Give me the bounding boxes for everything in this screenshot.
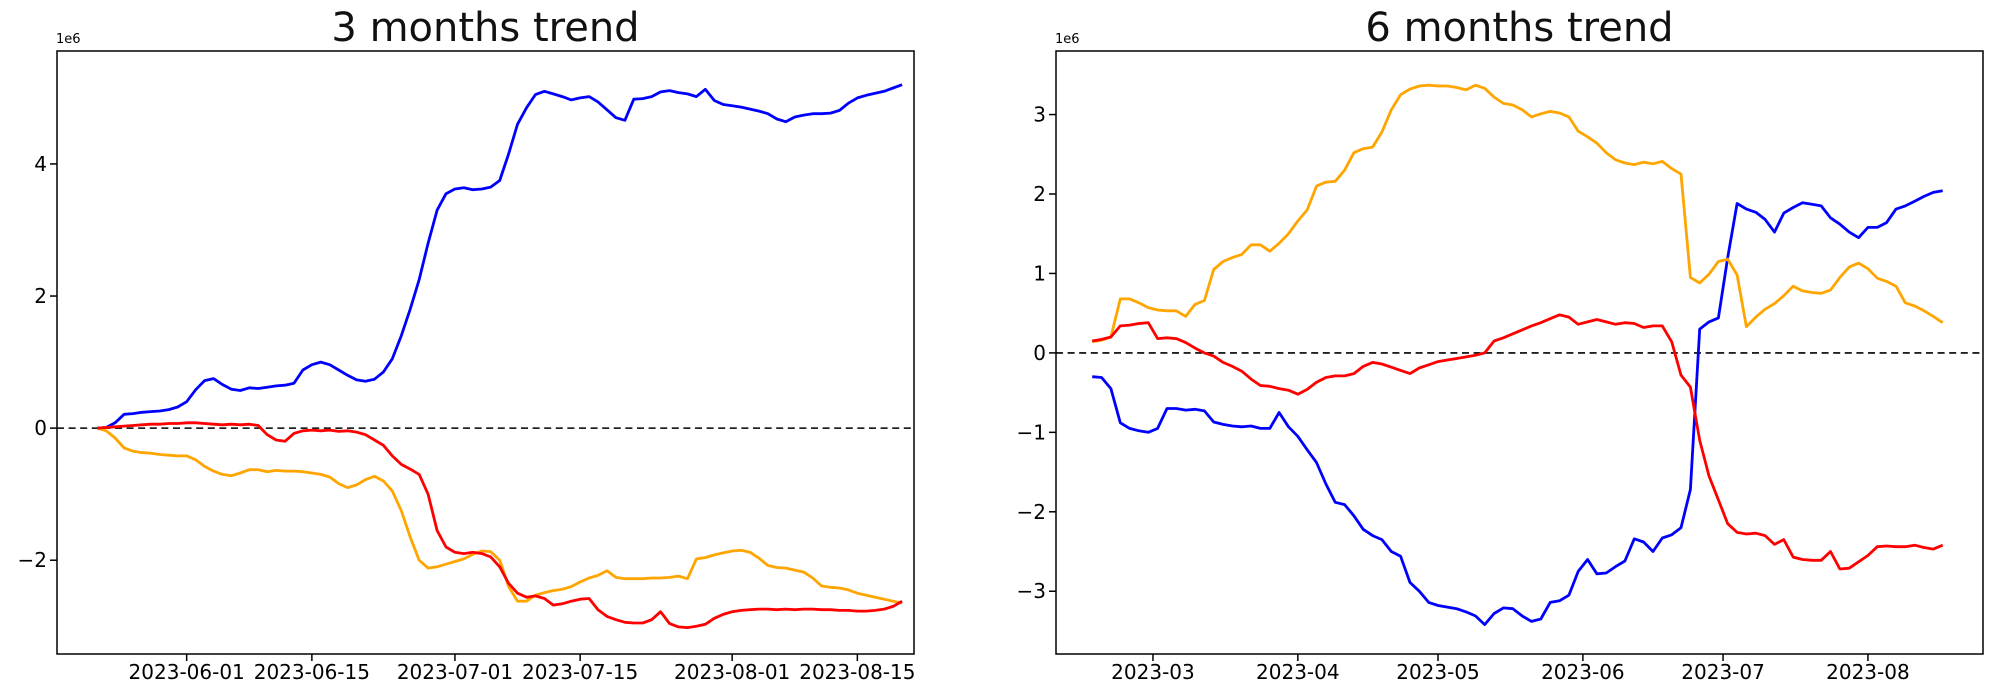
y-tick-label: −3 (1017, 579, 1046, 603)
y-tick-label: 2 (34, 284, 47, 308)
x-tick-label: 2023-06-01 (129, 660, 245, 684)
y-tick-label: 3 (1033, 103, 1046, 127)
axes-spines (1055, 50, 1984, 655)
series-line-orange (96, 426, 903, 605)
x-tick-label: 2023-07-01 (397, 660, 513, 684)
series-line-blue (97, 83, 903, 430)
y-tick-label: −1 (1017, 420, 1046, 444)
y-axis-offset-label: 1e6 (1055, 32, 1080, 47)
chart-3-months-trend: 3 months trend 1e6 2023-06-01 2023-06-15 2… (18, 5, 916, 684)
x-tick-label: 2023-06-15 (254, 660, 370, 684)
x-tick-label: 2023-08 (1826, 660, 1910, 684)
x-tick-label: 2023-04 (1256, 660, 1340, 684)
y-tick-label: 1 (1033, 261, 1046, 285)
y-tick-label: 0 (1033, 341, 1046, 365)
x-tick-label: 2023-05 (1396, 660, 1480, 684)
plot-canvas: 2023-03 2023-04 2023-05 2023-06 2023-07 2023-… (1017, 50, 1984, 684)
chart-title: 6 months trend (1365, 5, 1674, 51)
x-tick-label: 2023-06 (1541, 660, 1625, 684)
series-line-orange (1091, 83, 1944, 344)
y-tick-label: −2 (18, 548, 47, 572)
x-tick-label: 2023-07-15 (522, 660, 638, 684)
y-tick-label: −2 (1017, 500, 1046, 524)
series-line-red (97, 421, 903, 629)
y-axis-offset-label: 1e6 (56, 32, 81, 47)
x-tick-label: 2023-07 (1681, 660, 1765, 684)
series-line-red (1091, 313, 1944, 571)
y-tick-label: 4 (34, 152, 47, 176)
x-tick-label: 2023-08-15 (799, 660, 915, 684)
chart-title: 3 months trend (331, 5, 640, 51)
plot-canvas: 2023-06-01 2023-06-15 2023-07-01 2023-07-15… (18, 50, 915, 684)
chart-6-months-trend: 6 months trend 1e6 2023-03 2023-04 2023-05… (1000, 0, 2000, 700)
axes-spines (56, 50, 915, 655)
series-line-blue (1092, 189, 1943, 626)
y-tick-label: 0 (34, 416, 47, 440)
y-tick-label: 2 (1033, 182, 1046, 206)
x-tick-label: 2023-08-01 (674, 660, 790, 684)
x-tick-label: 2023-03 (1111, 660, 1195, 684)
